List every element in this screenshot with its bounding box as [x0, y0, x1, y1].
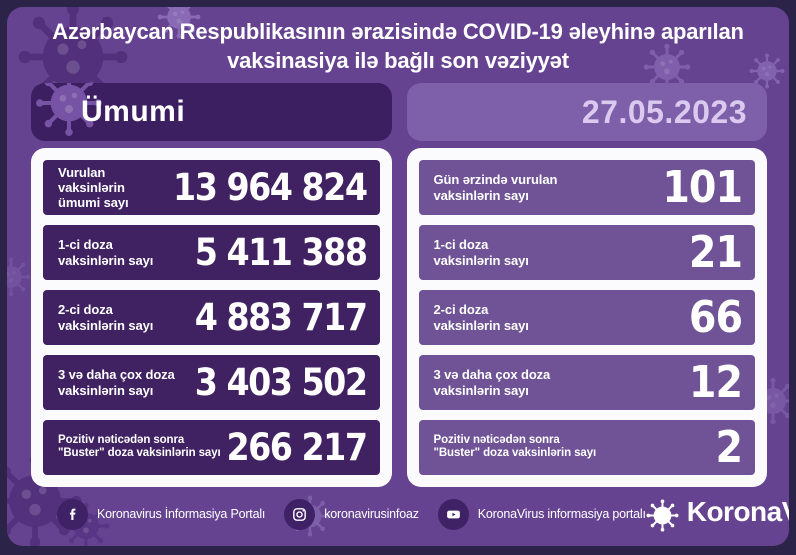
- facebook-link[interactable]: Koronavirus İnformasiya Portalı: [57, 498, 266, 530]
- stat-value: 101: [662, 162, 743, 214]
- stat-value: 66: [688, 292, 743, 344]
- footer: Koronavirus İnformasiya Portalı koronavi…: [7, 490, 789, 546]
- daily-panel: 27.05.2023 Gün ərzində vurulan vaksinlər…: [406, 83, 767, 490]
- stat-value: 266 217: [226, 425, 368, 469]
- instagram-link[interactable]: koronavirusinfoaz: [284, 498, 419, 530]
- stat-value: 21: [688, 227, 743, 279]
- koronavirus-logo: KoronaVirus info: [645, 495, 789, 532]
- daily-panel-body: Gün ərzində vurulan vaksinlərin sayı 101…: [406, 148, 767, 487]
- stats-panels: Ümumi Vurulan vaksinlərin ümumi sayı 13 …: [7, 79, 789, 490]
- stat-row: 1-ci doza vaksinlərin sayı 5 411 388: [43, 225, 380, 281]
- total-panel-title: Ümumi: [81, 95, 186, 129]
- stat-row: 1-ci doza vaksinlərin sayı 21: [418, 225, 755, 281]
- stat-label: 1-ci doza vaksinlərin sayı: [433, 237, 529, 268]
- stat-row: 3 və daha çox doza vaksinlərin sayı 12: [418, 355, 755, 410]
- stat-value: 12: [688, 357, 743, 408]
- stat-label: Vurulan vaksinlərin ümumi sayı: [58, 164, 129, 211]
- youtube-icon: [437, 498, 469, 530]
- stat-label: Gün ərzində vurulan vaksinlərin sayı: [433, 172, 558, 203]
- stat-row: 3 və daha çox doza vaksinlərin sayı 3 40…: [43, 355, 380, 410]
- instagram-label: koronavirusinfoaz: [324, 507, 419, 521]
- stat-label: 2-ci doza vaksinlərin sayı: [58, 302, 154, 333]
- stat-label: 3 və daha çox doza vaksinlərin sayı: [58, 367, 175, 398]
- stat-label: 3 və daha çox doza vaksinlərin sayı: [433, 367, 551, 398]
- report-date: 27.05.2023: [581, 93, 747, 130]
- stat-row: 2-ci doza vaksinlərin sayı 66: [418, 290, 755, 346]
- stat-row: Vurulan vaksinlərin ümumi sayı 13 964 82…: [43, 160, 380, 216]
- total-panel: Ümumi Vurulan vaksinlərin ümumi sayı 13 …: [31, 83, 392, 490]
- stat-row: 2-ci doza vaksinlərin sayı 4 883 717: [43, 290, 380, 346]
- stat-row: Gün ərzində vurulan vaksinlərin sayı 101: [418, 160, 755, 216]
- total-panel-header: Ümumi: [31, 83, 392, 142]
- stat-value: 3 403 502: [194, 361, 368, 404]
- page-title: Azərbaycan Respublikasının ərazisində CO…: [7, 7, 789, 79]
- facebook-icon: [57, 498, 88, 530]
- stat-value: 2: [715, 421, 743, 473]
- stat-label: 1-ci doza vaksinlərin sayı: [58, 237, 154, 268]
- infographic-card: Azərbaycan Respublikasının ərazisində CO…: [7, 7, 789, 546]
- stat-value: 5 411 388: [194, 231, 368, 275]
- stat-value: 13 964 824: [173, 166, 368, 210]
- youtube-label: KoronaVirus informasiya portalı: [477, 507, 646, 521]
- stat-label: Pozitiv nəticədən sonra "Buster" doza va…: [58, 433, 221, 460]
- stat-label: Pozitiv nəticədən sonra "Buster" doza va…: [433, 433, 597, 460]
- youtube-link[interactable]: KoronaVirus informasiya portalı: [437, 498, 646, 530]
- total-panel-body: Vurulan vaksinlərin ümumi sayı 13 964 82…: [31, 148, 392, 487]
- instagram-icon: [284, 498, 316, 530]
- stat-row: Pozitiv nəticədən sonra "Buster" doza va…: [43, 420, 380, 475]
- stat-row: Pozitiv nəticədən sonra "Buster" doza va…: [418, 420, 755, 475]
- stat-label: 2-ci doza vaksinlərin sayı: [433, 302, 529, 333]
- daily-panel-header: 27.05.2023: [406, 83, 767, 142]
- page-title-line2: vaksinasiya ilə bağlı son vəziyyət: [227, 48, 569, 74]
- virus-logo-icon: [645, 498, 679, 532]
- page-title-line1: Azərbaycan Respublikasının ərazisində CO…: [52, 19, 744, 44]
- facebook-label: Koronavirus İnformasiya Portalı: [97, 507, 266, 521]
- stat-value: 4 883 717: [194, 296, 368, 340]
- logo-text: KoronaVirus: [686, 495, 789, 527]
